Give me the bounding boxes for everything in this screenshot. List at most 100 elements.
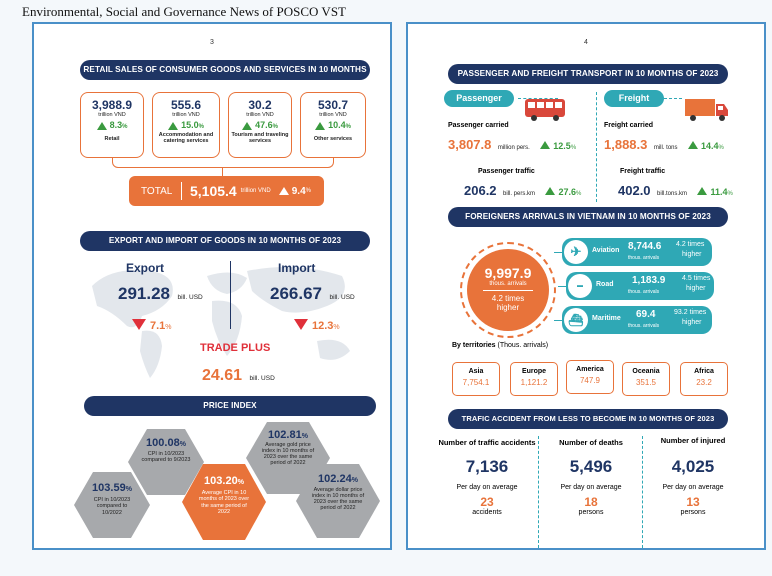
- territory-africa: Africa 23.2: [680, 362, 728, 396]
- arrivals-total-higher: higher: [496, 303, 520, 312]
- mode-value: 8,744.6: [628, 241, 662, 252]
- import-change: 12.3%: [294, 316, 340, 334]
- other-value: 530.7: [317, 98, 349, 112]
- price-index-banner: PRICE INDEX: [84, 396, 376, 416]
- export-label: Export: [126, 261, 165, 275]
- territory-name: Africa: [694, 368, 714, 375]
- up-arrow-icon: [242, 121, 253, 130]
- mode-times: 4.2 times: [676, 241, 705, 248]
- total-pct: %: [305, 188, 311, 194]
- total-growth: 9.4: [291, 185, 306, 197]
- hex-cpi-month: 100.08% CPI in 10/2023 compared to 9/202…: [128, 429, 204, 495]
- passenger-pill: Passenger: [444, 90, 514, 107]
- up-arrow-icon: [545, 186, 556, 195]
- accommodation-label: Accommodation and catering services: [158, 132, 214, 145]
- freight-carried-label: Freight carried: [604, 122, 654, 129]
- passenger-carried-label: Passenger carried: [448, 122, 509, 129]
- other-label: Other services: [313, 136, 353, 142]
- territory-oceania: Oceania 351.5: [622, 362, 670, 396]
- accident-perday-value: 23: [480, 495, 494, 509]
- page-number: 3: [210, 39, 214, 46]
- freight-carried-unit: mill. tons: [653, 145, 678, 151]
- transport-divider: [596, 92, 597, 202]
- accident-col-deaths: Number of deaths 5,496 Per day on averag…: [536, 438, 646, 516]
- arrivals-total-unit: thous. arrivals: [489, 281, 527, 287]
- mode-name: Maritime: [592, 315, 621, 322]
- territory-europe: Europe 1,121.2: [510, 362, 558, 396]
- tourism-value: 30.2: [248, 98, 272, 112]
- freight-traffic-label: Freight traffic: [620, 168, 666, 175]
- mode-unit: thous. arrivals: [628, 323, 660, 329]
- accident-banner: TRAFIC ACCIDENT FROM LESS TO BECOME IN 1…: [448, 409, 728, 429]
- territory-value: 351.5: [635, 378, 657, 387]
- retail-card-retail: 3,988.9 trillion VND 8.3% Retail: [80, 92, 144, 158]
- territory-name: America: [576, 366, 604, 373]
- up-arrow-icon: [697, 186, 708, 195]
- up-arrow-icon: [96, 121, 107, 130]
- document-title: Environmental, Social and Governance New…: [22, 4, 346, 19]
- hex-desc: CPI in 10/2023 compared to 9/2023: [141, 451, 191, 464]
- export-value: 291.28: [118, 284, 170, 303]
- car-icon: ▬: [568, 274, 592, 298]
- mode-road: ▬ Road 1,183.9 thous. arrivals 4.5 times…: [566, 272, 714, 300]
- up-arrow-icon: [278, 187, 289, 195]
- freight-traffic-row: 402.0 bill.tons.km 11.4%: [618, 183, 733, 198]
- total-box: TOTAL 5,105.4 trillion VND 9.4 %: [129, 176, 324, 206]
- passenger-carried-unit: million pers.: [497, 145, 530, 151]
- hex-desc: Average CPI in 10 months of 2023 over th…: [198, 490, 250, 515]
- accident-perday-label: Per day on average: [560, 484, 622, 491]
- accommodation-value: 555.6: [170, 98, 202, 112]
- import-unit: bill. USD: [329, 294, 355, 301]
- page-4: 4 PASSENGER AND FREIGHT TRANSPORT IN 10 …: [406, 22, 766, 550]
- import-value-row: 266.67 bill. USD: [270, 284, 355, 304]
- passenger-traffic-row: 206.2 bill. pers.km 27.6%: [464, 183, 582, 198]
- passenger-carried-value: 3,807.8: [448, 137, 492, 152]
- accident-title: Number of traffic accidents: [438, 438, 536, 447]
- retail-card-other: 530.7 trillion VND 10.4% Other services: [300, 92, 366, 158]
- passenger-traffic-unit: bill. pers.km: [503, 191, 536, 197]
- connector-line: [112, 158, 334, 168]
- mode-maritime: ⛴ Maritime 69.4 thous. arrivals 93.2 tim…: [562, 306, 712, 334]
- accident-title: Number of injured: [660, 436, 726, 445]
- mode-higher: higher: [682, 319, 702, 326]
- page-3: 3 RETAIL SALES OF CONSUMER GOODS AND SER…: [32, 22, 392, 550]
- export-value-row: 291.28 bill. USD: [118, 284, 203, 304]
- total-value: 5,105.4: [190, 183, 237, 199]
- import-label: Import: [278, 261, 316, 275]
- hex-value: 102.24%: [318, 473, 358, 485]
- total-divider: [181, 182, 182, 200]
- retail-card-tourism: 30.2 trillion VND 47.6% Tourism and trav…: [228, 92, 292, 158]
- mode-value: 69.4: [636, 309, 656, 320]
- territories-heading: By territories (Thous. arrivals): [452, 342, 549, 349]
- hex-value: 100.08%: [146, 437, 186, 449]
- retail-banner: RETAIL SALES OF CONSUMER GOODS AND SERVI…: [80, 60, 370, 94]
- hex-cpi-year: 103.59% CPI in 10/2023 compared to 10/20…: [74, 472, 150, 538]
- connector-maritime: [554, 320, 564, 321]
- down-arrow-icon: [294, 319, 308, 331]
- hex-desc: CPI in 10/2023 compared to 10/2022: [93, 497, 131, 516]
- territory-asia: Asia 7,754.1: [452, 362, 500, 396]
- accident-col-injured: Number of injured 4,025 Per day on avera…: [638, 436, 748, 516]
- mode-name: Aviation: [592, 247, 620, 254]
- passenger-dash: [518, 98, 558, 99]
- accident-value: 5,496: [569, 457, 613, 476]
- freight-traffic-unit: bill.tons.km: [657, 191, 688, 197]
- mode-value: 1,183.9: [632, 275, 666, 286]
- tourism-unit: trillion VND: [246, 112, 274, 118]
- connector-road: [558, 286, 566, 287]
- accident-value: 7,136: [465, 457, 509, 476]
- accident-divider-1: [538, 436, 539, 548]
- ship-icon: ⛴: [564, 308, 588, 332]
- up-arrow-icon: [540, 140, 551, 149]
- hex-desc: Average dollar price index in 10 months …: [311, 487, 365, 512]
- import-value: 266.67: [270, 284, 322, 303]
- arrivals-ring: 9,997.9 thous. arrivals 4.2 times higher: [460, 242, 556, 338]
- page-number: 4: [584, 39, 588, 46]
- territory-value: 7,754.1: [462, 378, 490, 387]
- trade-divider: [230, 261, 231, 329]
- down-arrow-icon: [132, 319, 146, 331]
- mode-aviation: ✈ Aviation 8,744.6 thous. arrivals 4.2 t…: [562, 238, 712, 266]
- tourism-label: Tourism and traveling services: [231, 132, 289, 145]
- arrivals-total-value: 9,997.9: [484, 265, 532, 281]
- retail-value: 3,988.9: [91, 98, 133, 112]
